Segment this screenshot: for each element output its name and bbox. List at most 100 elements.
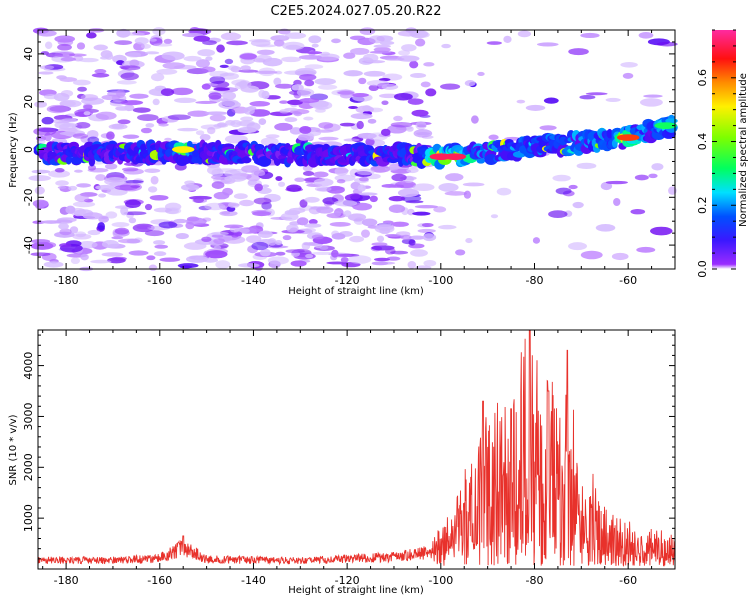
spectrogram-noise-cell: [284, 117, 298, 123]
spectrogram-noise-cell: [290, 260, 307, 267]
spectrogram-noise-cell: [405, 200, 424, 204]
spectrogram-noise-cell: [128, 217, 137, 224]
spectrogram-noise-cell: [173, 97, 197, 104]
spectrogram-noise-cell: [177, 127, 199, 132]
spectrogram-noise-cell: [351, 93, 369, 98]
spectrogram-noise-cell: [314, 185, 332, 192]
spectrogram-ridge-cell: [476, 158, 486, 164]
spectrogram-noise-cell: [247, 179, 257, 186]
spectrogram-noise-cell: [76, 42, 86, 50]
spectrogram-noise-cell: [209, 76, 226, 85]
spectrogram-noise-cell: [193, 35, 211, 42]
colorbar-tick-label: 0.0: [696, 260, 709, 278]
spectrogram-noise-cell: [299, 126, 312, 134]
spectrogram-noise-cell: [261, 184, 270, 188]
spectrogram-noise-cell: [122, 134, 140, 139]
spectrogram-noise-cell: [68, 185, 78, 191]
spectrogram-noise-cell: [171, 87, 194, 96]
spectrogram-noise-cell: [279, 100, 289, 104]
snr-background: [38, 330, 675, 569]
y-tick-label: 20: [22, 95, 35, 109]
spectrogram-noise-cell: [415, 121, 427, 130]
spectrogram-noise-cell: [161, 51, 185, 61]
spectrogram-noise-cell: [56, 75, 67, 80]
spectrogram-noise-cell: [255, 44, 277, 48]
spectrogram-noise-cell: [68, 53, 87, 57]
spectrogram-noise-cell: [287, 99, 303, 106]
spectrogram-ridge-cell: [257, 155, 272, 167]
spectrogram-noise-cell: [213, 245, 222, 250]
spectrogram-noise-cell: [314, 243, 323, 249]
spectrogram-noise-cell: [129, 93, 149, 99]
spectrogram-noise-cell: [93, 44, 108, 51]
spectrogram-noise-cell: [120, 65, 141, 71]
spectrogram-noise-cell: [648, 173, 658, 179]
spectrogram-noise-cell: [240, 85, 260, 93]
spectrogram-noise-cell: [517, 30, 532, 38]
spectrogram-noise-cell: [146, 255, 156, 261]
y-tick-label: 2000: [22, 453, 35, 481]
spectrogram-noise-cell: [226, 40, 248, 46]
x-tick-label: -60: [619, 574, 637, 587]
x-tick-label: -140: [241, 574, 266, 587]
spectrogram-noise-cell: [414, 38, 426, 47]
spectrogram-noise-cell: [611, 252, 629, 261]
spectrogram-noise-cell: [72, 133, 89, 139]
spectrogram-noise-cell: [367, 118, 377, 124]
spectrogram-noise-cell: [213, 191, 230, 200]
spectrogram-noise-cell: [347, 213, 367, 222]
spectrogram-noise-cell: [55, 180, 69, 186]
spectrogram-noise-cell: [54, 51, 76, 58]
spectrogram-noise-cell: [605, 180, 628, 185]
spectrogram-noise-cell: [60, 89, 74, 97]
spectrogram-noise-cell: [643, 94, 663, 98]
x-tick-label: -160: [147, 574, 172, 587]
spectrogram-noise-cell: [314, 78, 337, 86]
spectrogram-noise-cell: [90, 259, 112, 264]
spectrogram-noise-cell: [201, 66, 216, 73]
spectrogram-noise-cell: [306, 51, 323, 55]
spectrogram-noise-cell: [58, 222, 69, 230]
spectrogram-noise-cell: [205, 250, 228, 259]
spectrogram-noise-cell: [393, 115, 403, 122]
spectrogram-noise-cell: [123, 211, 147, 216]
spectrogram-noise-cell: [433, 206, 447, 213]
spectrogram-noise-cell: [294, 177, 306, 182]
spectrogram-noise-cell: [35, 202, 45, 210]
spectrogram-noise-cell: [267, 238, 277, 246]
spectrogram-noise-cell: [286, 224, 299, 233]
spectrogram-noise-cell: [80, 94, 99, 102]
spectrogram-noise-cell: [417, 228, 436, 233]
spectrogram-noise-cell: [370, 165, 391, 173]
spectrogram-noise-cell: [347, 255, 372, 264]
spectrogram-xlabel: Height of straight line (km): [288, 286, 424, 297]
spectrogram-noise-cell: [359, 27, 376, 36]
spectrogram-noise-cell: [101, 240, 119, 249]
spectrogram-noise-cell: [374, 257, 391, 262]
spectrogram-noise-cell: [211, 181, 225, 189]
spectrogram-noise-cell: [296, 217, 309, 226]
spectrogram-noise-cell: [640, 98, 663, 107]
spectrogram-noise-cell: [390, 250, 409, 255]
spectrogram-noise-cell: [221, 91, 237, 101]
spectrogram-noise-cell: [536, 42, 559, 47]
spectrogram-noise-cell: [391, 173, 407, 182]
spectrogram-noise-cell: [269, 260, 281, 269]
spectrogram-noise-cell: [298, 54, 322, 60]
spectrogram-noise-cell: [137, 114, 159, 121]
spectrogram-noise-cell: [651, 163, 664, 171]
spectrogram-peak: [654, 122, 677, 129]
spectrogram-noise-cell: [197, 49, 216, 57]
spectrogram-noise-cell: [374, 224, 395, 234]
spectrogram-noise-cell: [423, 259, 437, 267]
spectrogram-noise-cell: [181, 183, 200, 191]
spectrogram-noise-cell: [337, 90, 355, 95]
spectrogram-noise-cell: [69, 226, 79, 234]
spectrogram-noise-cell: [83, 104, 93, 110]
spectrogram-noise-cell: [303, 116, 314, 121]
spectrogram-noise-cell: [73, 79, 91, 86]
spectrogram-noise-cell: [388, 195, 406, 202]
spectrogram-noise-cell: [238, 263, 260, 268]
spectrogram-noise-cell: [30, 242, 54, 250]
spectrogram-noise-cell: [211, 231, 229, 236]
